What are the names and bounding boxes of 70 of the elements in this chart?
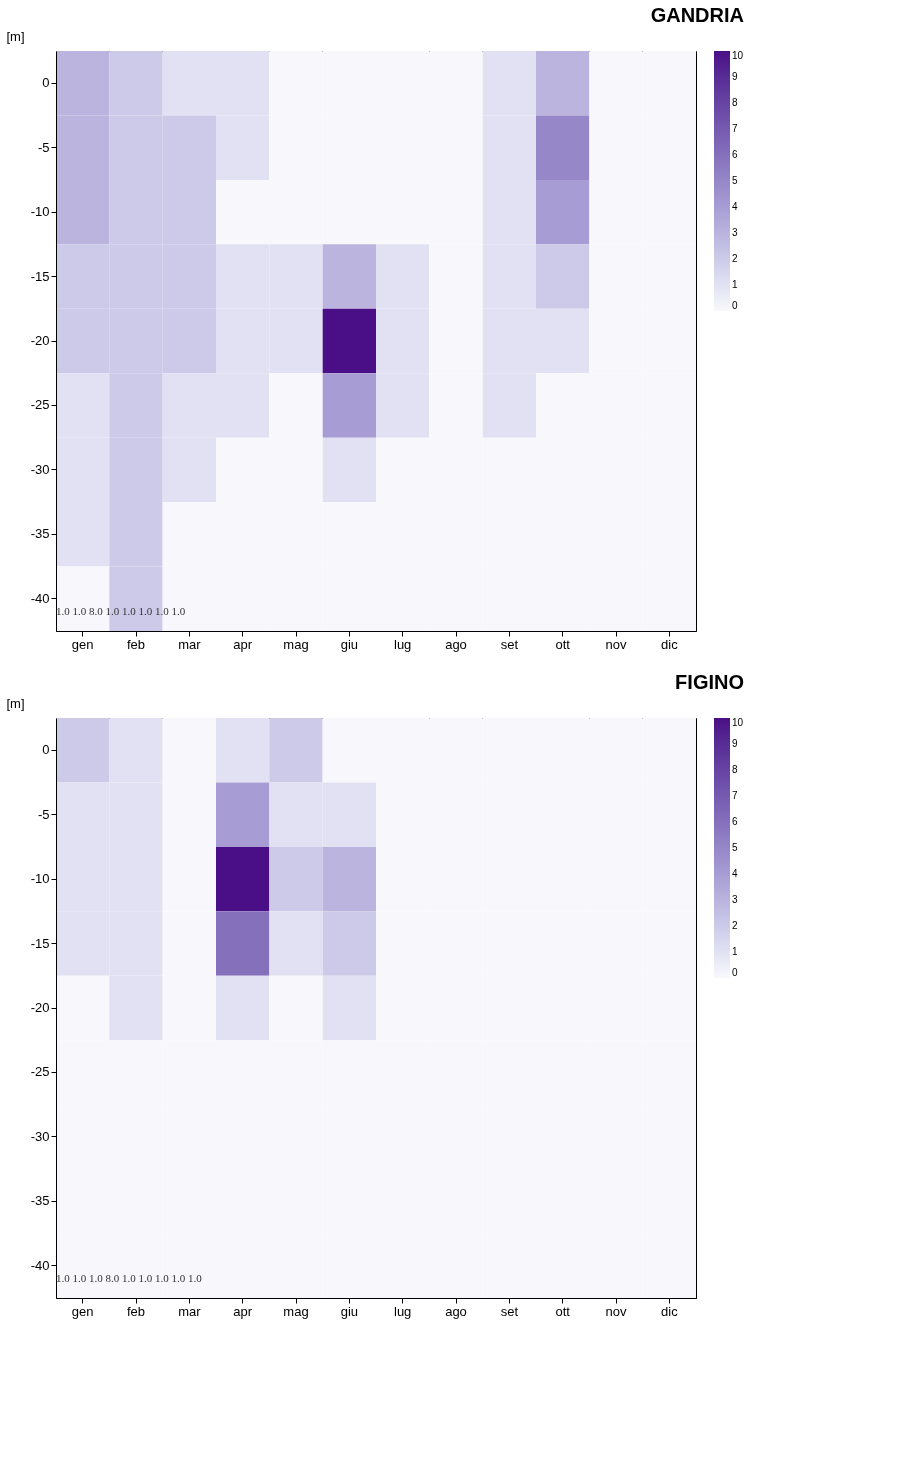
x-tick-label: nov <box>605 1303 627 1319</box>
x-tick-label: dic <box>661 636 679 652</box>
color-bar-label: 0 <box>732 967 738 978</box>
y-tick-label: -30 <box>30 1128 50 1144</box>
x-tick-label: gen <box>71 636 94 652</box>
y-tick-label: -15 <box>30 935 50 951</box>
y-tick-label: -35 <box>30 1193 50 1209</box>
color-bar-label: 0 <box>732 300 738 311</box>
x-tick-label: set <box>500 1303 519 1319</box>
color-bar-label: 7 <box>732 790 738 801</box>
chart-title: GANDRIA <box>650 4 744 26</box>
color-bar-label: 5 <box>732 842 738 853</box>
x-tick-label: feb <box>126 1303 146 1319</box>
color-bar-label: 1 <box>732 279 738 290</box>
chart-title: FIGINO <box>675 671 744 693</box>
color-bar-label: 9 <box>732 738 738 749</box>
y-tick-label: -40 <box>30 590 50 606</box>
x-tick-label: apr <box>233 636 253 652</box>
color-bar-label: 8 <box>732 764 738 775</box>
x-tick-label: dic <box>661 1303 679 1319</box>
y-tick-label: -5 <box>37 806 50 822</box>
x-tick-label: apr <box>233 1303 253 1319</box>
x-tick-label: giu <box>340 1303 359 1319</box>
x-tick-label: set <box>500 636 519 652</box>
x-tick-label: mar <box>178 1303 202 1319</box>
x-tick-label: mag <box>283 1303 309 1319</box>
y-tick-label: -40 <box>30 1257 50 1273</box>
y-tick-label: -5 <box>37 139 50 155</box>
color-bar-label: 3 <box>732 894 738 905</box>
color-bar-label: 6 <box>732 816 738 827</box>
y-tick-label: -20 <box>30 333 50 348</box>
x-tick-label: ott <box>555 1303 571 1319</box>
color-bar-label: 2 <box>732 253 738 264</box>
y-axis-title: [m] <box>6 695 25 711</box>
color-bar-label: 7 <box>732 123 738 134</box>
x-tick-label: feb <box>126 636 146 652</box>
color-bar-label: 10 <box>732 717 744 728</box>
color-bar-label: 2 <box>732 920 738 931</box>
x-tick-label: mag <box>283 636 309 652</box>
color-bar-label: 8 <box>732 97 738 108</box>
y-tick-label: 0 <box>42 742 50 758</box>
y-tick-label: -10 <box>30 204 50 220</box>
color-bar-label: 9 <box>732 71 738 82</box>
x-tick-label: nov <box>605 636 627 652</box>
y-tick-label: -15 <box>30 268 50 284</box>
y-tick-label: 0 <box>42 75 50 91</box>
color-bar-label: 6 <box>732 149 738 160</box>
color-bar-label: 10 <box>732 50 744 61</box>
color-bar-label: 4 <box>732 868 738 879</box>
color-bar-label: 5 <box>732 175 738 186</box>
y-tick-label: -10 <box>30 871 50 887</box>
y-tick-label: -30 <box>30 461 50 477</box>
text: 1.0 1.0 8.0 1.0 1.0 1.0 1.0 1.0 <box>56 605 186 617</box>
y-axis-title: [m] <box>6 28 25 44</box>
x-tick-label: lug <box>393 636 412 652</box>
y-tick-label: -35 <box>30 526 50 542</box>
y-tick-label: -20 <box>30 1000 50 1015</box>
y-tick-label: -25 <box>30 397 50 413</box>
x-tick-label: lug <box>393 1303 412 1319</box>
x-tick-label: giu <box>340 636 359 652</box>
x-tick-label: mar <box>178 636 202 652</box>
color-bar-label: 3 <box>732 227 738 238</box>
y-tick-label: -25 <box>30 1064 50 1080</box>
text: 1.0 1.0 1.0 8.0 1.0 1.0 1.0 1.0 1.0 <box>56 1272 202 1284</box>
x-tick-label: ago <box>445 1303 467 1319</box>
x-tick-label: ott <box>555 636 571 652</box>
color-bar-label: 4 <box>732 201 738 212</box>
color-bar-label: 1 <box>732 946 738 957</box>
x-tick-label: ago <box>445 636 467 652</box>
x-tick-label: gen <box>71 1303 94 1319</box>
